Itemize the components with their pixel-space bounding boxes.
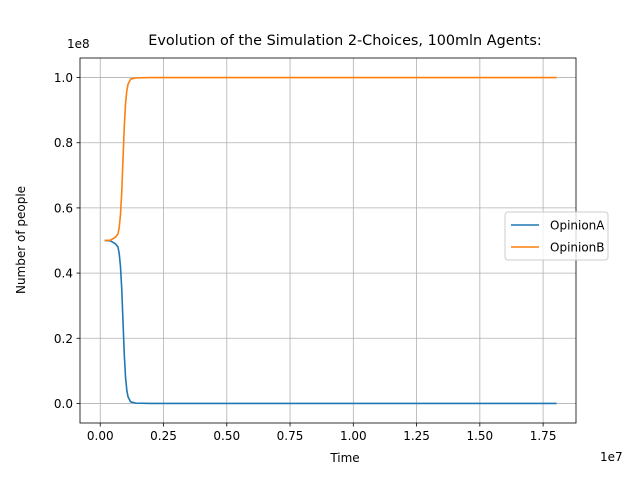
axis-ticks: 0.00 0.25 0.50 0.75 1.00 1.25 1.50 1.75 0.0 0.2 0.…	[54, 71, 557, 443]
y-tick-label: 0.4	[54, 267, 73, 281]
x-axis-offset-text: 1e7	[600, 450, 623, 464]
series-line-opinionb	[104, 76, 557, 242]
y-axis-label: Number of people	[14, 186, 28, 294]
y-tick-label: 0.2	[54, 332, 73, 346]
x-tick-label: 1.50	[466, 429, 493, 443]
legend-box	[504, 211, 609, 261]
x-tick-label: 0.25	[150, 429, 177, 443]
series-line-opiniona	[104, 239, 557, 405]
y-tick-label: 0.6	[54, 201, 73, 215]
x-tick-label: 0.00	[87, 429, 114, 443]
grid-lines	[80, 58, 576, 423]
x-tick-label: 1.75	[530, 429, 557, 443]
legend: OpinionA OpinionB	[504, 211, 609, 261]
x-tick-label: 0.75	[277, 429, 304, 443]
legend-label-opiniona: OpinionA	[550, 219, 605, 233]
y-axis-offset-text: 1e8	[67, 37, 90, 51]
y-tick-label: 0.8	[54, 136, 73, 150]
chart-title: Evolution of the Simulation 2-Choices, 1…	[148, 33, 541, 49]
legend-label-opinionb: OpinionB	[550, 241, 605, 255]
x-axis-label: Time	[329, 451, 359, 465]
plot-frame	[79, 57, 577, 424]
series-lines	[104, 76, 557, 405]
x-tick-label: 1.00	[340, 429, 367, 443]
x-tick-label: 1.25	[403, 429, 430, 443]
y-tick-label: 1.0	[54, 71, 73, 85]
y-tick-label: 0.0	[54, 397, 73, 411]
x-tick-label: 0.50	[213, 429, 240, 443]
